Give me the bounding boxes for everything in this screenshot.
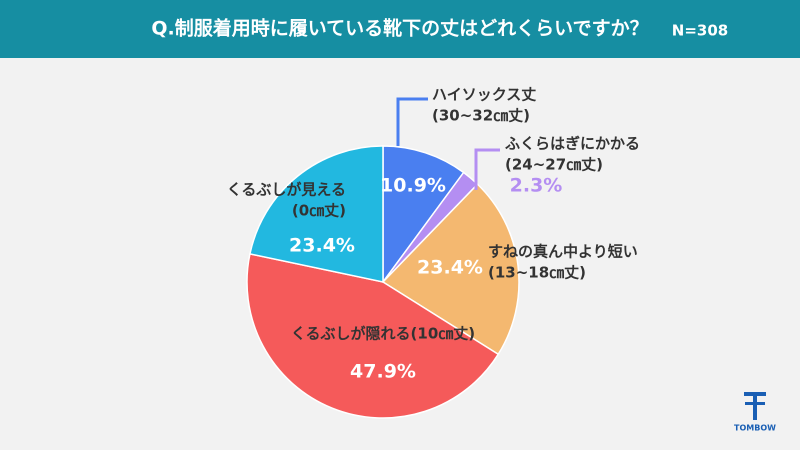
pie-slice xyxy=(381,183,520,356)
category-label: くるぶしが見える xyxy=(227,181,346,199)
logo: TOMBOW xyxy=(734,392,776,433)
sample-size: N=308 xyxy=(672,22,728,40)
logo-text: TOMBOW xyxy=(734,424,776,433)
value-label: 23.4% xyxy=(417,257,483,279)
leader-line xyxy=(474,148,500,190)
value-label: 2.3% xyxy=(510,175,563,197)
value-label: 47.9% xyxy=(350,361,416,383)
category-label: (24~27㎝丈) xyxy=(505,156,603,174)
category-label: くるぶしが隠れる(10㎝丈) xyxy=(291,325,475,343)
category-label: (30~32㎝丈) xyxy=(432,107,530,125)
category-label: (0㎝丈) xyxy=(292,202,346,220)
logo-shape xyxy=(745,402,765,405)
pie-slice xyxy=(382,145,465,285)
value-label: 23.4% xyxy=(289,235,355,257)
logo-shape xyxy=(753,396,757,420)
logo-shape xyxy=(744,392,766,396)
category-label: ふくらはぎにかかる xyxy=(505,135,640,153)
category-label: ハイソックス丈 xyxy=(432,86,536,104)
header-bar xyxy=(0,0,800,58)
pie-slice xyxy=(249,145,384,283)
value-label: 10.9% xyxy=(380,175,446,197)
pie-slice xyxy=(246,253,500,419)
leader-line xyxy=(396,97,428,146)
category-label: すねの真ん中より短い xyxy=(488,243,638,261)
chart-title: Q.制服着用時に履いている靴下の丈はどれくらいですか？ xyxy=(151,17,648,40)
category-label: (13~18㎝丈) xyxy=(488,264,586,282)
